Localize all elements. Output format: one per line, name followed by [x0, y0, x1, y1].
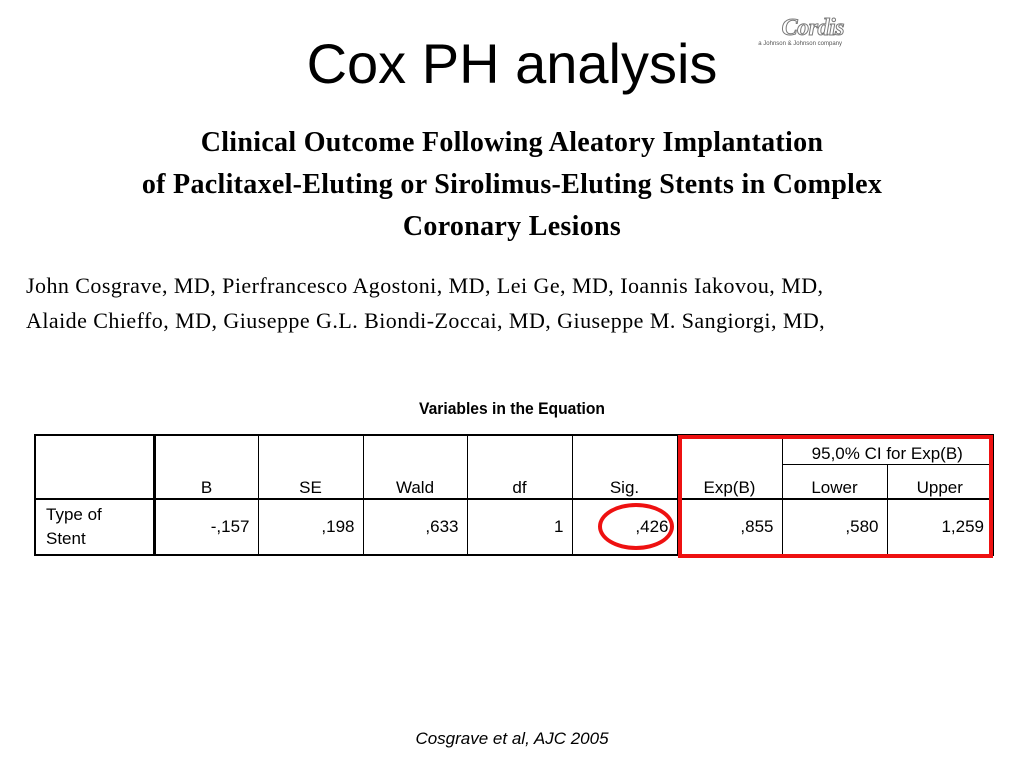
column-header: Sig.: [571, 464, 678, 500]
corner-cell: [34, 434, 156, 465]
row-label: Type of Stent: [34, 498, 156, 556]
table-cell: ,426: [571, 498, 678, 556]
table-cell: ,580: [781, 498, 888, 556]
header-spacer: [362, 434, 468, 465]
table-row: Type of Stent -,157 ,198 ,633 1 ,426 ,85…: [34, 498, 995, 556]
table-cell: ,855: [676, 498, 783, 556]
table-cell: ,633: [362, 498, 468, 556]
corner-cell: [34, 464, 156, 500]
table-cell: 1,259: [886, 498, 995, 556]
citation: Cosgrave et al, AJC 2005: [415, 729, 609, 748]
paper-authors: John Cosgrave, MD, Pierfrancesco Agoston…: [26, 268, 1016, 338]
cordis-logo: Cordis a Johnson & Johnson company: [748, 14, 848, 54]
header-spacer: [466, 434, 573, 465]
paper-title-line: Clinical Outcome Following Aleatory Impl…: [200, 127, 824, 158]
column-header: df: [466, 464, 573, 500]
paper-title-line: Coronary Lesions: [402, 211, 622, 242]
header-spacer: [153, 434, 259, 465]
slide-title: Cox PH analysis: [306, 32, 718, 95]
column-header: SE: [257, 464, 364, 500]
column-header: Lower: [781, 464, 888, 500]
header-spacer: [676, 434, 783, 465]
column-header: Wald: [362, 464, 468, 500]
header-spacer: [571, 434, 678, 465]
author-line: John Cosgrave, MD, Pierfrancesco Agoston…: [26, 273, 824, 298]
table-cell: 1: [466, 498, 573, 556]
ci-group-header: 95,0% CI for Exp(B): [781, 434, 995, 465]
column-header: Upper: [886, 464, 995, 500]
table-cell: ,198: [257, 498, 364, 556]
logo-tagline: a Johnson & Johnson company: [758, 41, 842, 47]
header-spacer: [257, 434, 364, 465]
column-header: B: [153, 464, 259, 500]
variables-table: 95,0% CI for Exp(B) B SE Wald df Sig. Ex…: [34, 434, 995, 556]
table-caption: Variables in the Equation: [418, 399, 605, 418]
logo-brand: Cordis: [781, 15, 845, 42]
paper-title: Clinical Outcome Following Aleatory Impl…: [20, 122, 1004, 248]
paper-title-line: of Paclitaxel-Eluting or Sirolimus-Eluti…: [141, 169, 883, 200]
author-line: Alaide Chieffo, MD, Giuseppe G.L. Biondi…: [26, 308, 826, 333]
table-cell: -,157: [153, 498, 259, 556]
column-header: Exp(B): [676, 464, 783, 500]
